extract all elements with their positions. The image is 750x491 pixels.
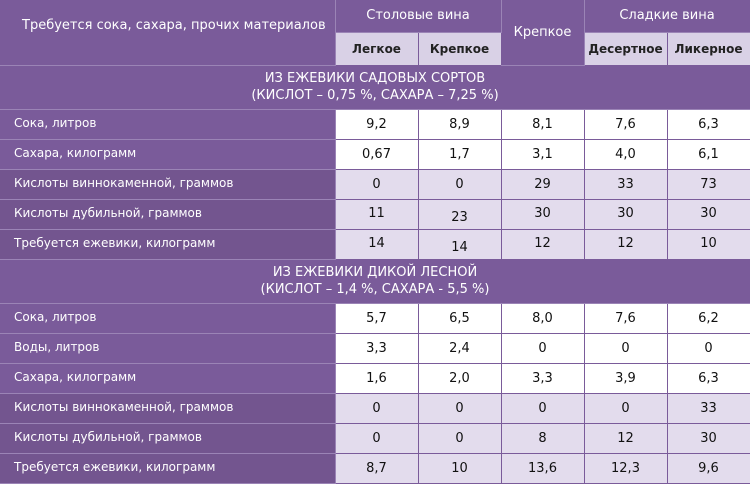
cell-value: 6,2 [667,303,750,334]
cell-value: 0 [418,393,502,424]
cell-value: 9,2 [335,109,419,140]
cell-value: 0 [584,333,668,364]
cell-value: 0 [667,333,750,364]
cell-value: 2,0 [418,363,502,394]
row-label: Требуется ежевики, килограмм [0,453,336,484]
cell-value: 2,4 [418,333,502,364]
cell-value: 13,6 [501,453,585,484]
cell-value: 10 [667,229,750,260]
cell-value: 12,3 [584,453,668,484]
cell-value: 0 [335,393,419,424]
header-dessert: Десертное [584,32,668,66]
section-wild: ИЗ ЕЖЕВИКИ ДИКОЙ ЛЕСНОЙ (КИСЛОТ – 1,4 %,… [0,259,750,484]
section-subheading: (КИСЛОТ – 0,75 %, САХАРА – 7,25 %) [251,88,499,103]
table-row: Требуется ежевики, килограмм 8,7 10 13,6… [0,453,750,484]
cell-value: 0 [335,423,419,454]
row-label: Сахара, килограмм [0,139,336,170]
header-liqueur: Ликерное [667,32,750,66]
cell-value: 10 [418,453,502,484]
cell-value: 23 [418,199,502,230]
cell-value: 11 [335,199,419,230]
cell-value: 8,0 [501,303,585,334]
cell-value: 6,1 [667,139,750,170]
cell-value: 1,7 [418,139,502,170]
cell-value: 14 [335,229,419,260]
cell-value: 4,0 [584,139,668,170]
header-fortified: Крепкое [501,0,585,66]
cell-value: 0 [584,393,668,424]
cell-value: 7,6 [584,303,668,334]
header-light: Легкое [335,32,419,66]
cell-value: 3,9 [584,363,668,394]
row-label: Сока, литров [0,109,336,140]
table-row: Требуется ежевики, килограмм 14 14 12 12… [0,229,750,260]
cell-value: 30 [501,199,585,230]
row-label: Кислоты виннокаменной, граммов [0,169,336,200]
table-row: Сока, литров 5,7 6,5 8,0 7,6 6,2 [0,303,750,334]
cell-value: 8,9 [418,109,502,140]
cell-value: 73 [667,169,750,200]
cell-value: 1,6 [335,363,419,394]
cell-value: 0 [418,169,502,200]
row-label: Кислоты дубильной, граммов [0,199,336,230]
cell-value: 6,3 [667,363,750,394]
row-label: Требуется ежевики, килограмм [0,229,336,260]
cell-value: 0 [418,423,502,454]
table-row: Кислоты дубильной, граммов 11 23 30 30 3… [0,199,750,230]
table-row: Сока, литров 9,2 8,9 8,1 7,6 6,3 [0,109,750,140]
section-subheading: (КИСЛОТ – 1,4 %, САХАРА - 5,5 %) [260,282,490,297]
cell-value: 0,67 [335,139,419,170]
section-title: ИЗ ЕЖЕВИКИ ДИКОЙ ЛЕСНОЙ (КИСЛОТ – 1,4 %,… [0,259,750,304]
table-row: Сахара, килограмм 1,6 2,0 3,3 3,9 6,3 [0,363,750,394]
table-row: Кислоты дубильной, граммов 0 0 8 12 30 [0,423,750,454]
cell-value: 3,1 [501,139,585,170]
header-strong: Крепкое [418,32,502,66]
cell-value: 7,6 [584,109,668,140]
cell-value: 9,6 [667,453,750,484]
section-title: ИЗ ЕЖЕВИКИ САДОВЫХ СОРТОВ (КИСЛОТ – 0,75… [0,65,750,110]
row-label: Кислоты виннокаменной, граммов [0,393,336,424]
header-table-wines: Столовые вина [335,0,502,33]
cell-value: 30 [667,199,750,230]
cell-value: 29 [501,169,585,200]
cell-value: 30 [584,199,668,230]
cell-value: 0 [335,169,419,200]
cell-value: 33 [584,169,668,200]
cell-value: 8,7 [335,453,419,484]
table-row: Воды, литров 3,3 2,4 0 0 0 [0,333,750,364]
cell-value: 5,7 [335,303,419,334]
cell-value: 12 [584,229,668,260]
section-garden: ИЗ ЕЖЕВИКИ САДОВЫХ СОРТОВ (КИСЛОТ – 0,75… [0,65,750,260]
row-label: Сахара, килограмм [0,363,336,394]
row-label: Воды, литров [0,333,336,364]
cell-value: 6,5 [418,303,502,334]
cell-value: 12 [501,229,585,260]
table-row: Кислоты виннокаменной, граммов 0 0 0 0 3… [0,393,750,424]
cell-value: 3,3 [501,363,585,394]
section-heading: ИЗ ЕЖЕВИКИ ДИКОЙ ЛЕСНОЙ [272,265,478,280]
table-row: Сахара, килограмм 0,67 1,7 3,1 4,0 6,1 [0,139,750,170]
row-label: Кислоты дубильной, граммов [0,423,336,454]
cell-value: 14 [418,229,502,260]
cell-value: 0 [501,333,585,364]
table-row: Кислоты виннокаменной, граммов 0 0 29 33… [0,169,750,200]
cell-value: 8,1 [501,109,585,140]
cell-value: 6,3 [667,109,750,140]
section-heading: ИЗ ЕЖЕВИКИ САДОВЫХ СОРТОВ [264,71,486,86]
cell-value: 33 [667,393,750,424]
cell-value: 0 [501,393,585,424]
header-materials: Требуется сока, сахара, прочих материало… [0,0,336,66]
cell-value: 12 [584,423,668,454]
cell-value: 30 [667,423,750,454]
cell-value: 8 [501,423,585,454]
header-sweet-wines: Сладкие вина [584,0,750,33]
cell-value: 3,3 [335,333,419,364]
row-label: Сока, литров [0,303,336,334]
